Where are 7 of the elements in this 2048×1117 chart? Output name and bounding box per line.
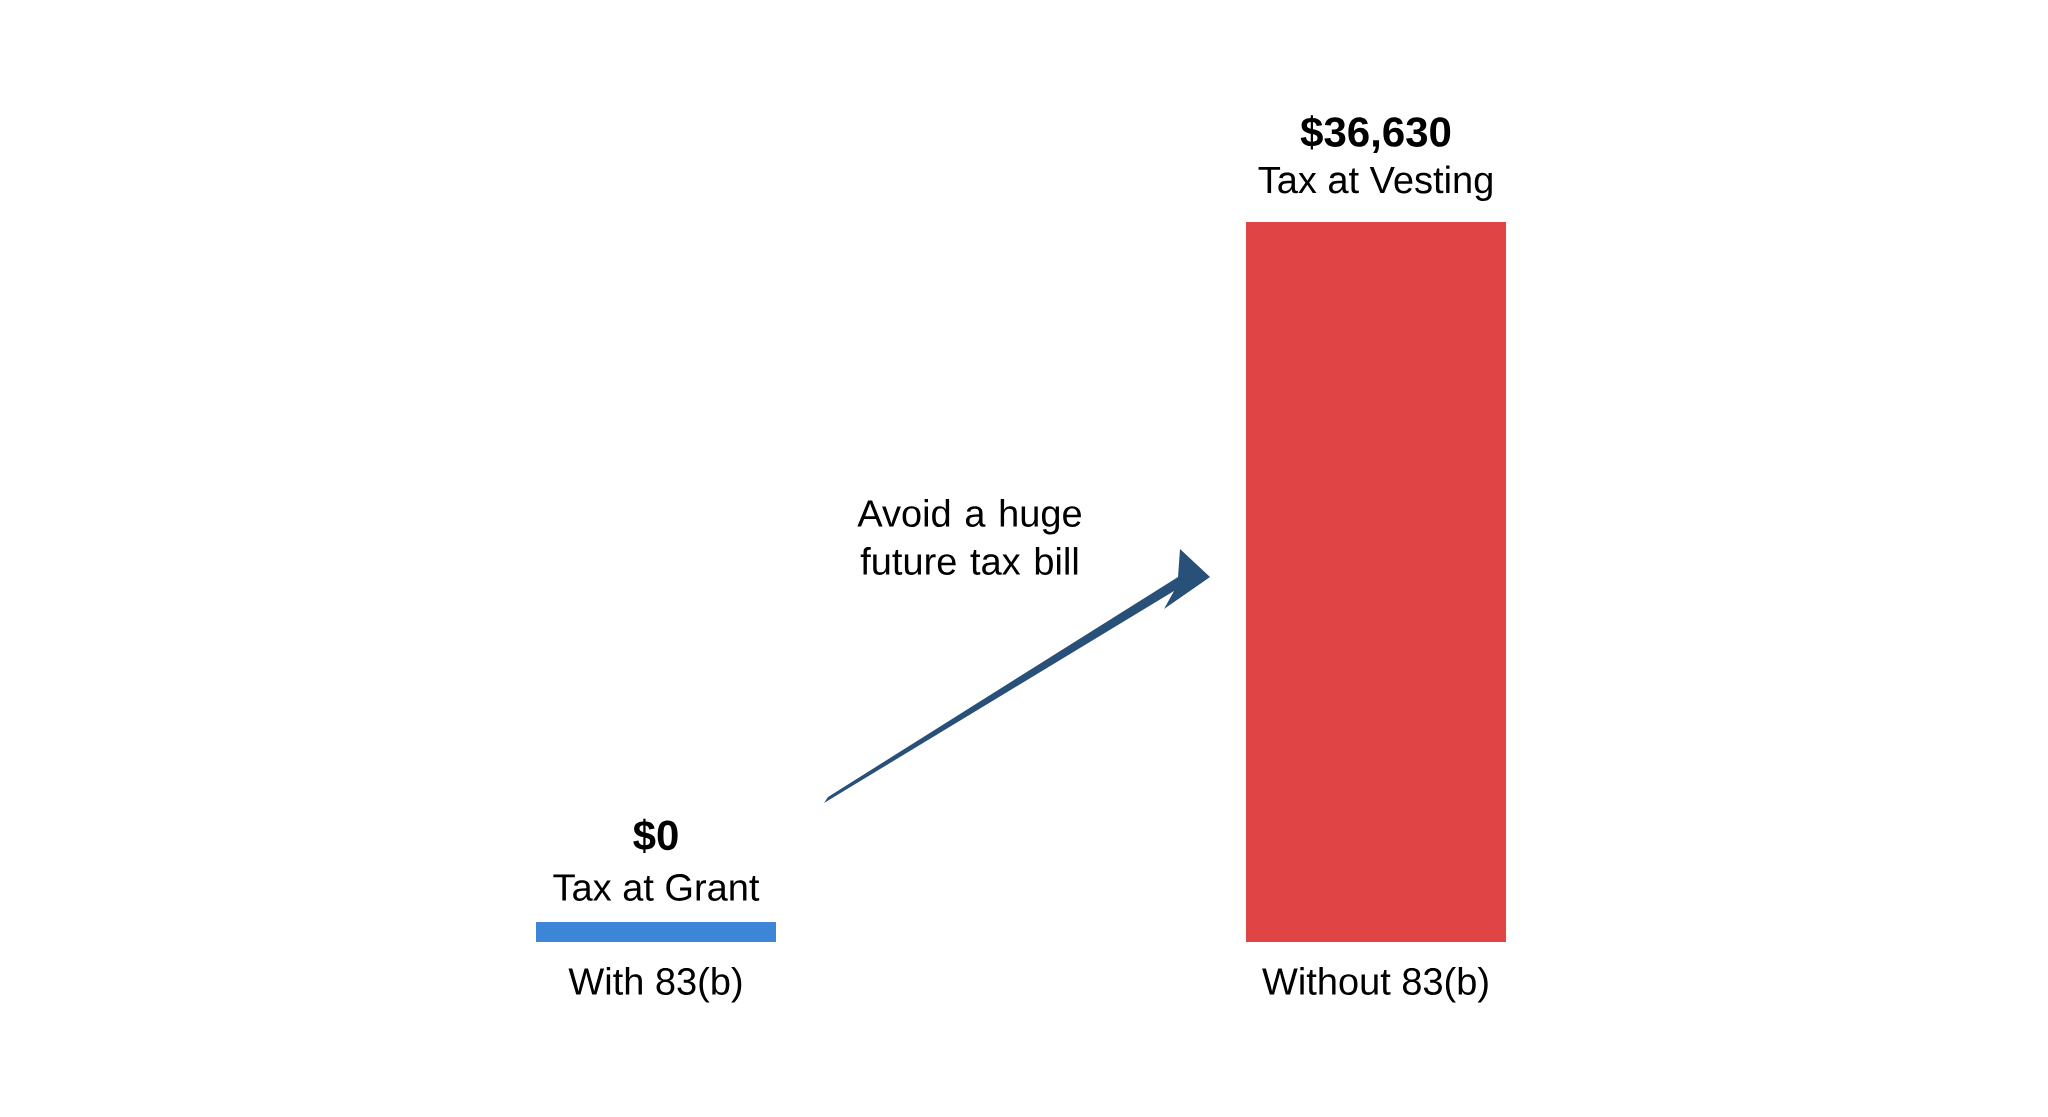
annotation: Tax at Vesting xyxy=(1258,165,1492,201)
x-tick-label: Without 83(b) xyxy=(1262,967,1488,1003)
annotation: Tax at Grant xyxy=(553,874,760,901)
annotation: Avoid a huge future tax bill xyxy=(857,499,1081,575)
x-tick-label: With 83(b) xyxy=(568,967,742,1003)
data-label: $0 xyxy=(633,818,678,853)
data-label: $36,630 xyxy=(1300,115,1451,153)
